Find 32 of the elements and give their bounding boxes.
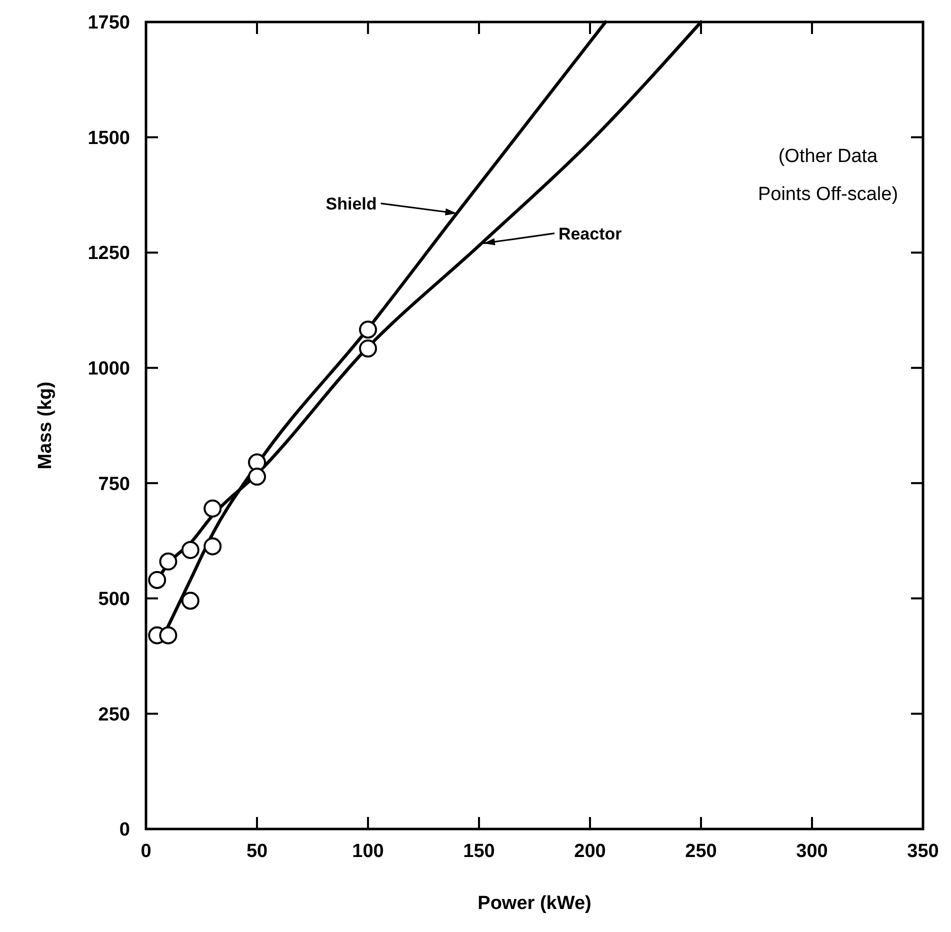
x-tick-label: 50 [246,841,268,862]
y-tick-label: 1500 [88,128,130,149]
y-tick-label: 1000 [88,358,130,380]
annotation: Shield [326,194,377,214]
y-tick-label: 0 [119,820,130,841]
y-tick-label: 750 [98,474,130,495]
x-tick-label: 250 [685,841,717,862]
point [159,552,178,571]
x-tick-label: 0 [140,841,152,862]
annotation: Reactor [558,224,622,244]
x-tick-label: 200 [574,841,606,862]
point [181,592,200,610]
point [359,320,377,339]
point [181,541,200,560]
y-tick-label: 250 [98,704,130,726]
x-tick-label: 150 [463,841,495,862]
annotation: (Other Data Points Off-scale) [758,146,898,205]
x-tick-label: 100 [352,841,384,862]
x-tick-label: 350 [907,841,939,862]
y-tick-label: 1750 [88,12,130,34]
point [204,537,222,556]
point [204,500,222,518]
point [148,570,166,589]
x-tick-label: 300 [796,841,828,862]
point [359,339,377,358]
point [159,626,178,644]
y-tick-label: 500 [98,589,130,610]
point [248,468,266,486]
x-axis-title: Power (kWe) [478,893,592,914]
y-tick-label: 1250 [88,243,130,264]
point [248,453,266,472]
y-axis-title: Mass (kg) [35,382,56,470]
